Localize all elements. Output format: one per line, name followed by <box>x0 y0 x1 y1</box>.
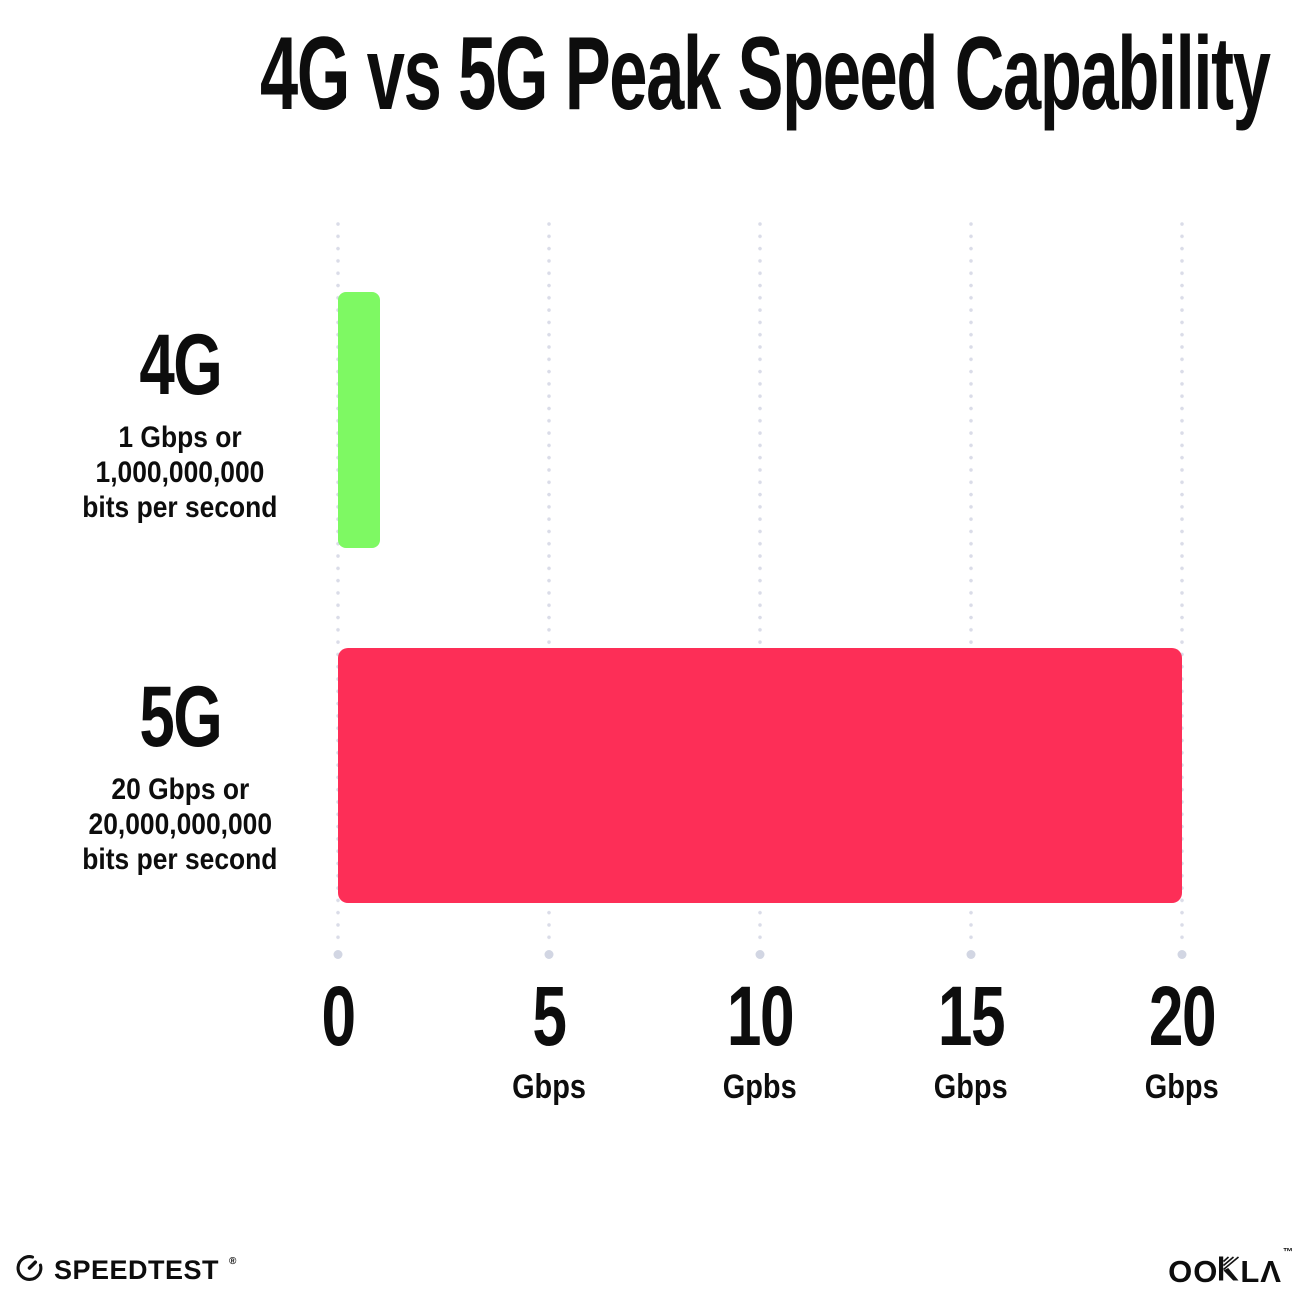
row-desc-line: 1,000,000,000 <box>95 456 265 489</box>
x-tick-number: 10 <box>726 969 795 1063</box>
row-desc-line: 1 Gbps or <box>118 421 242 454</box>
gridline <box>547 222 551 946</box>
x-tick-10: 10 Gpbs <box>715 974 804 1104</box>
x-tick-number: 0 <box>321 969 356 1063</box>
x-tick-unit: Gbps <box>934 1068 1008 1106</box>
ookla-logo: OO LΛ ™ <box>1168 1247 1293 1289</box>
row-label-5g: 5G 20 Gbps or 20,000,000,000 bits per se… <box>52 674 308 877</box>
x-tick-unit: Gpbs <box>723 1068 797 1106</box>
x-tick-0: 0 <box>316 974 361 1104</box>
chart-title: 4G vs 5G Peak Speed Capability <box>0 16 1308 132</box>
chart-title-text: 4G vs 5G Peak Speed Capability <box>260 16 1271 132</box>
x-tick-unit: Gbps <box>512 1068 586 1106</box>
x-tick-5: 5 Gbps <box>506 974 593 1104</box>
x-tick-15: 15 Gbps <box>926 974 1015 1104</box>
bar-5g <box>338 648 1182 903</box>
speedtest-gauge-icon <box>14 1252 45 1288</box>
row-label-4g: 4G 1 Gbps or 1,000,000,000 bits per seco… <box>52 322 308 525</box>
gridline <box>758 222 762 946</box>
ookla-wordmark-right: LΛ <box>1240 1254 1282 1289</box>
speedtest-logo: SPEEDTEST ® <box>14 1252 237 1288</box>
row-name-5g: 5G <box>139 669 222 765</box>
row-desc-5g: 20 Gbps or 20,000,000,000 bits per secon… <box>52 772 308 877</box>
registered-mark: ® <box>229 1255 237 1267</box>
x-axis: 0 5 Gbps 10 Gpbs 15 Gbps 20 Gbps <box>321 974 1218 1104</box>
row-desc-line: 20,000,000,000 <box>88 808 272 841</box>
row-desc-line: 20 Gbps or <box>111 773 249 806</box>
row-desc-4g: 1 Gbps or 1,000,000,000 bits per second <box>52 420 308 525</box>
ookla-k-icon <box>1219 1256 1240 1286</box>
row-desc-line: bits per second <box>82 843 278 876</box>
x-tick-number: 20 <box>1148 969 1217 1063</box>
x-tick-unit <box>316 1070 361 1104</box>
gridline <box>1180 222 1184 946</box>
plot-area <box>336 222 1184 946</box>
x-tick-20: 20 Gbps <box>1137 974 1226 1104</box>
row-name-4g: 4G <box>139 317 222 413</box>
x-tick-number: 15 <box>937 969 1006 1063</box>
trademark-mark: ™ <box>1283 1247 1293 1258</box>
gridline <box>969 222 973 946</box>
speedtest-wordmark: SPEEDTEST <box>54 1254 220 1285</box>
row-desc-line: bits per second <box>82 491 278 524</box>
bar-4g <box>338 292 381 548</box>
x-tick-unit: Gbps <box>1145 1068 1219 1106</box>
ookla-wordmark-left: OO <box>1168 1254 1219 1289</box>
x-tick-number: 5 <box>532 969 567 1063</box>
gridline <box>336 222 340 946</box>
